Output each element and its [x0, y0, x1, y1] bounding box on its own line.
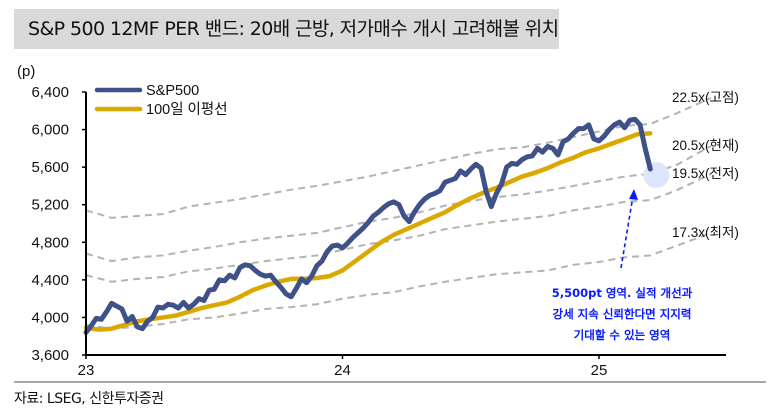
axes: 3,600 4,000 4,400 4,800 5,200 5,600 6,000 6,400… — [31, 84, 726, 379]
annotation-arrow — [620, 189, 638, 269]
y-tick-label: 4,800 — [31, 234, 69, 251]
y-tick-label: 6,400 — [31, 84, 69, 101]
ma100-line — [83, 131, 653, 332]
y-axis-unit: (p) — [17, 63, 35, 80]
x-tick-label: 24 — [334, 362, 351, 379]
sp500-line — [83, 116, 653, 335]
y-tick-label: 6,000 — [31, 122, 69, 139]
y-tick-label: 3,600 — [31, 347, 69, 364]
y-tick-label: 4,400 — [31, 272, 69, 289]
legend-label-ma100: 100일 이평선 — [146, 101, 228, 118]
per-band-label: 22.5x(고점) — [672, 90, 739, 105]
source-note: 자료: LSEG, 신한투자증권 — [14, 391, 164, 407]
legend-label-sp500: S&P500 — [146, 83, 199, 99]
per-band-labels: 22.5x(고점) 20.5x(현재) 19.5x(전저) 17.3x(최저) — [672, 90, 739, 240]
y-tick-label: 5,600 — [31, 159, 69, 176]
per-band-line — [85, 173, 712, 283]
legend: S&P500 100일 이평선 — [94, 83, 228, 118]
x-tick-label: 25 — [591, 362, 608, 379]
per-band-line — [85, 145, 712, 263]
per-band-line — [85, 97, 712, 219]
per-bands — [85, 97, 712, 330]
x-tick-label: 23 — [78, 362, 95, 379]
annotation-line: 강세 지속 신뢰한다면 지지력 — [553, 307, 692, 321]
annotation-line: 기대할 수 있는 영역 — [574, 328, 671, 342]
per-band-line — [85, 232, 712, 330]
chart-title: S&P 500 12MF PER 밴드: 20배 근방, 저가매수 개시 고려해… — [14, 9, 559, 49]
per-band-label: 17.3x(최저) — [672, 225, 739, 240]
annotation-line: 5,500pt 영역. 실적 개선과 — [552, 286, 693, 300]
y-tick-label: 5,200 — [31, 197, 69, 214]
per-band-label: 19.5x(전저) — [672, 166, 739, 181]
per-band-label: 20.5x(현재) — [672, 138, 739, 153]
footer-divider — [14, 381, 766, 383]
y-tick-label: 4,000 — [31, 309, 69, 326]
